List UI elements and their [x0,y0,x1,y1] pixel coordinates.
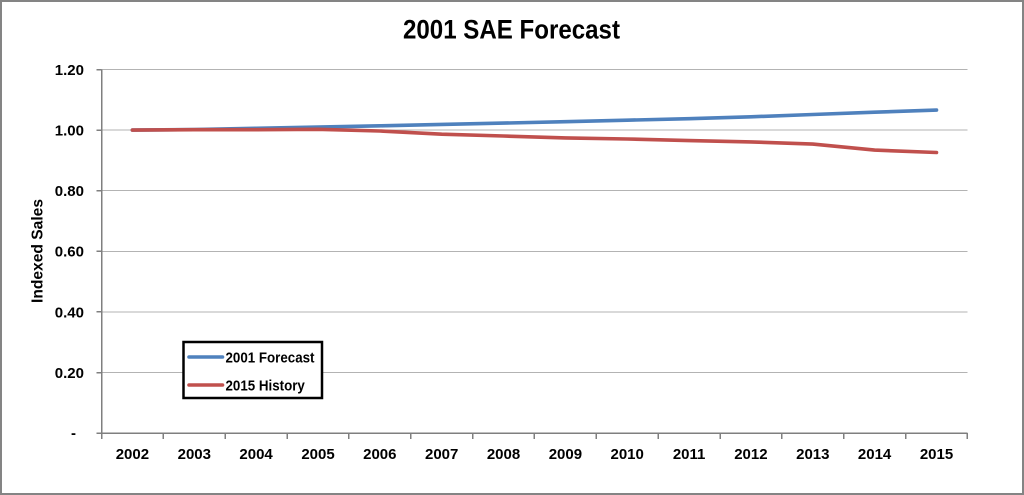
svg-text:2009: 2009 [549,446,582,463]
svg-text:1.00: 1.00 [55,122,84,139]
svg-text:2015: 2015 [920,446,953,463]
svg-text:2015 History: 2015 History [225,378,304,395]
svg-text:0.40: 0.40 [55,304,84,321]
svg-text:2010: 2010 [611,446,644,463]
svg-text:2014: 2014 [858,446,892,463]
svg-text:2008: 2008 [487,446,520,463]
svg-text:2007: 2007 [425,446,458,463]
svg-text:2006: 2006 [363,446,396,463]
svg-text:Indexed Sales: Indexed Sales [30,199,47,303]
svg-text:2005: 2005 [301,446,334,463]
svg-text:-: - [71,425,76,442]
svg-text:2013: 2013 [796,446,829,463]
svg-text:2002: 2002 [116,446,149,463]
svg-text:2011: 2011 [673,446,706,463]
svg-text:2004: 2004 [239,446,273,463]
svg-text:2001 Forecast: 2001 Forecast [225,350,314,367]
svg-text:0.20: 0.20 [55,365,84,382]
svg-text:2012: 2012 [734,446,767,463]
svg-text:2003: 2003 [178,446,211,463]
svg-text:2001 SAE Forecast: 2001 SAE Forecast [403,15,620,45]
svg-text:0.60: 0.60 [55,244,84,261]
svg-text:1.20: 1.20 [55,62,84,79]
svg-text:0.80: 0.80 [55,183,84,200]
